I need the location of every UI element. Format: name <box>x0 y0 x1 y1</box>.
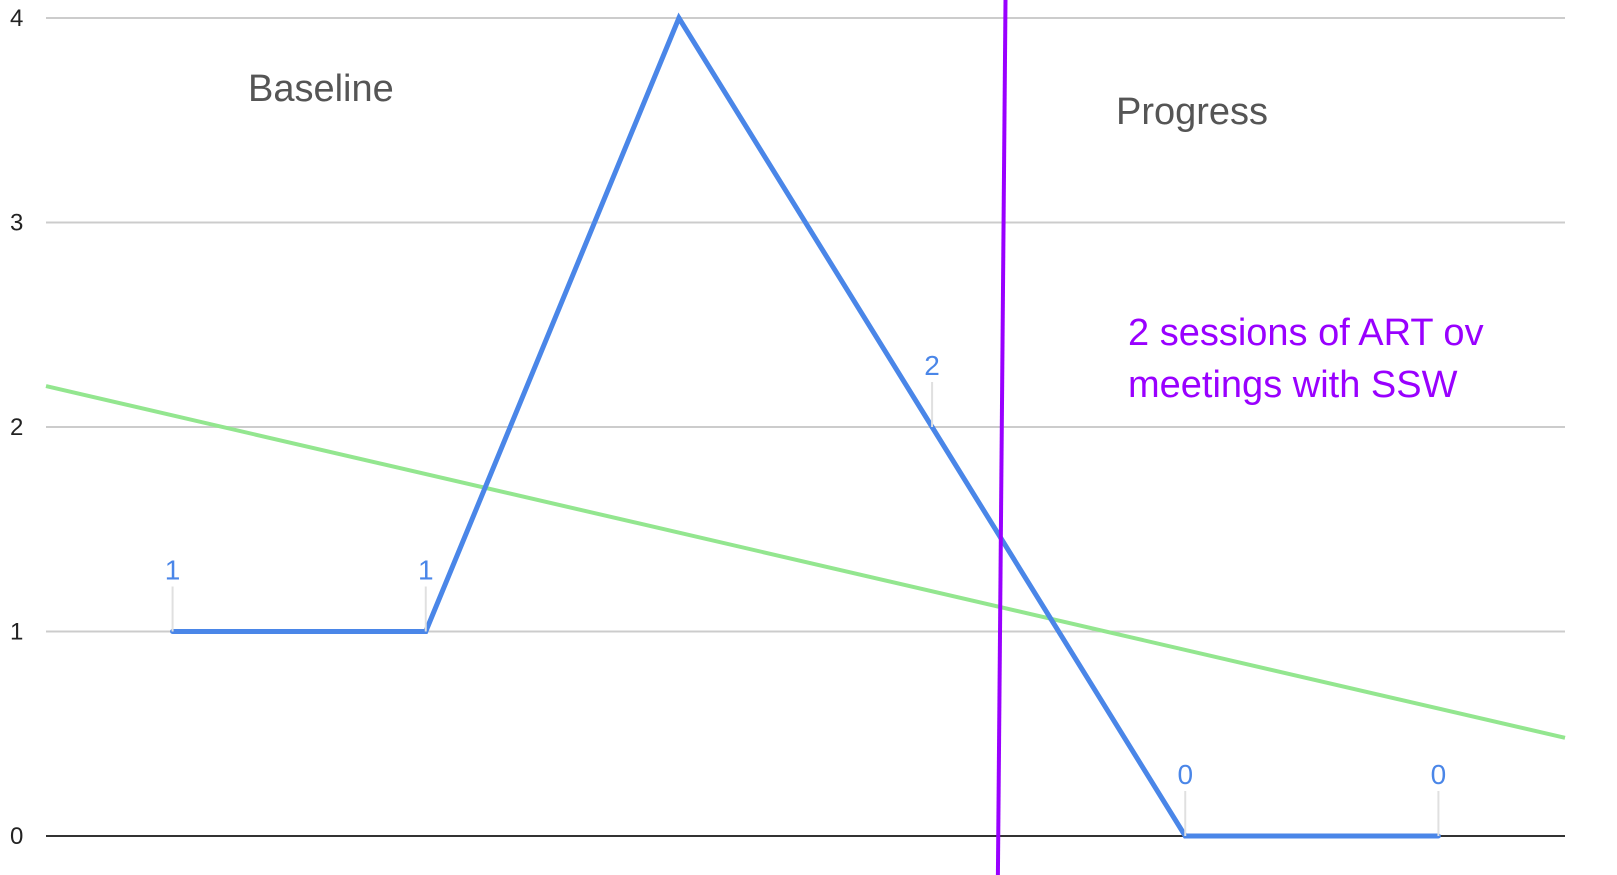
y-tick-label-0: 0 <box>10 823 23 850</box>
series-line-0 <box>172 12 1439 839</box>
y-axis-tick-labels: 0 1 2 3 4 <box>10 5 23 850</box>
data-point-3 <box>676 15 682 21</box>
data-label-4: 2 <box>924 350 940 381</box>
y-tick-label-2: 2 <box>10 414 23 441</box>
annotation-text: 2 sessions of ART ov meetings with SSW <box>1128 312 1484 406</box>
data-label-2: 1 <box>418 555 434 586</box>
data-label-1: 1 <box>165 555 181 586</box>
trendline-line <box>45 384 1566 740</box>
y-tick-label-4: 4 <box>10 5 23 32</box>
y-tick-label-1: 1 <box>10 619 23 646</box>
baseline-phase-label: Baseline <box>248 68 394 110</box>
gridlines <box>46 17 1565 837</box>
y-tick-label-3: 3 <box>10 210 23 237</box>
annotation-line-2: meetings with SSW <box>1128 364 1458 406</box>
progress-phase-label: Progress <box>1116 91 1268 133</box>
data-label-5: 0 <box>1177 759 1193 790</box>
data-series: 1 1 2 0 0 <box>165 12 1447 839</box>
phase-divider-line <box>995 0 1008 875</box>
annotation-line-1: 2 sessions of ART ov <box>1128 312 1484 354</box>
phase-divider <box>995 0 1008 875</box>
data-label-6: 0 <box>1431 759 1447 790</box>
trendline <box>45 384 1566 740</box>
